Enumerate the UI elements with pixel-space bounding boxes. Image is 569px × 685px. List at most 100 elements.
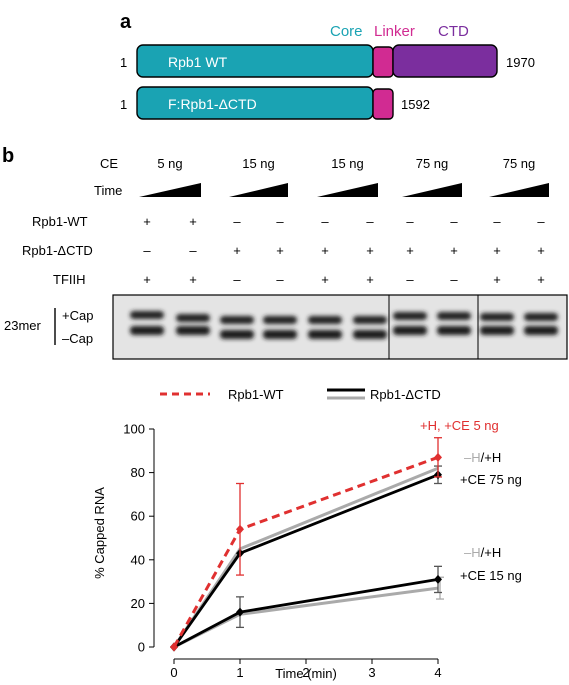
- legend-wt-label: Rpb1-WT: [228, 387, 284, 402]
- gel-band-cap-minus-10: [524, 326, 558, 335]
- lane-sign-tfiih-1: +: [143, 272, 151, 287]
- gel-cap-minus-label: –Cap: [62, 331, 93, 346]
- gel-band-cap-plus-3: [220, 316, 254, 324]
- lane-sign-dctd-2: –: [189, 243, 197, 258]
- y-axis-title: % Capped RNA: [92, 487, 107, 579]
- gel-band-cap-minus-2: [176, 326, 210, 335]
- lane-sign-tfiih-4: –: [276, 272, 284, 287]
- x-axis-title: Time (min): [275, 666, 337, 681]
- construct-wt: 1 Rpb1 WT 1970: [120, 44, 535, 78]
- gel-band-cap-minus-7: [393, 326, 427, 335]
- lane-sign-dctd-10: +: [537, 243, 545, 258]
- x-tick-label-2: 2: [302, 665, 309, 680]
- lane-sign-dctd-7: +: [406, 243, 414, 258]
- gel-band-cap-plus-10: [524, 313, 558, 321]
- lane-sign-dctd-9: +: [493, 243, 501, 258]
- lane-signs: + + – – – – – – – – – – + + + + + + + + + + – – + + – – + +: [143, 214, 545, 287]
- lane-sign-tfiih-9: +: [493, 272, 501, 287]
- gel-size-label: 23mer: [4, 318, 42, 333]
- gel-cap-plus-label: +Cap: [62, 308, 93, 323]
- gel-band-cap-minus-9: [480, 326, 514, 335]
- gel-band-cap-plus-2: [176, 314, 210, 322]
- lane-sign-wt-6: –: [366, 214, 374, 229]
- data-point-5-2: [236, 607, 244, 617]
- annotation-ce15-h: –H/+H: [464, 545, 501, 560]
- gel-band-cap-minus-4: [263, 330, 297, 339]
- gel-band-cap-minus-1: [130, 326, 164, 335]
- ce-amount-labels: 5 ng 15 ng 15 ng 75 ng 75 ng: [157, 156, 535, 171]
- annotation-ce75-minus-h: –H: [464, 450, 481, 465]
- ce-amount-1: 5 ng: [157, 156, 182, 171]
- y-tick-label-0: 0: [138, 640, 145, 655]
- data-point-5-3: [434, 574, 442, 584]
- row-label-tfiih: TFIIH: [53, 272, 86, 287]
- y-tick-label-80: 80: [131, 465, 145, 480]
- series-line-2: [172, 466, 439, 648]
- gel-band-cap-plus-4: [263, 316, 297, 324]
- panel-b-label: b: [2, 145, 14, 167]
- lane-sign-tfiih-6: +: [366, 272, 374, 287]
- legend: Rpb1-WT Rpb1-ΔCTD: [160, 387, 441, 402]
- chart-axes: 0 20 40 60 80 100 0 1 2 3 4: [123, 422, 441, 681]
- x-tick-label-3: 3: [368, 665, 375, 680]
- core-domain-label: Core: [330, 23, 363, 40]
- ce-amount-4: 75 ng: [416, 156, 449, 171]
- time-wedge-2: [229, 183, 288, 197]
- lane-sign-wt-8: –: [450, 214, 458, 229]
- gel-band-cap-plus-6: [353, 316, 387, 324]
- line-chart: 0 20 40 60 80 100 0 1 2 3 4 Time (min) % Capped RN…: [92, 418, 522, 681]
- series-line-4: [173, 586, 439, 649]
- lane-sign-dctd-3: +: [233, 243, 241, 258]
- ce-amount-2: 15 ng: [242, 156, 275, 171]
- gel-band-cap-minus-8: [437, 326, 471, 335]
- lane-sign-tfiih-2: +: [189, 272, 197, 287]
- panel-b: b CE Time Rpb1-WT Rpb1-ΔCTD TFIIH 5 ng 15…: [2, 145, 568, 360]
- annotation-ce15-slash-h: /+H: [481, 545, 502, 560]
- gel-band-cap-plus-7: [393, 312, 427, 320]
- time-wedge-4: [402, 183, 462, 197]
- x-tick-label-4: 4: [434, 665, 441, 680]
- lane-sign-wt-10: –: [537, 214, 545, 229]
- lane-sign-wt-9: –: [493, 214, 501, 229]
- x-tick-label-1: 1: [236, 665, 243, 680]
- lane-sign-tfiih-5: +: [321, 272, 329, 287]
- construct-wt-start: 1: [120, 55, 127, 70]
- linker-domain-label: Linker: [374, 23, 415, 40]
- y-tick-label-100: 100: [123, 422, 145, 437]
- construct-dctd-start: 1: [120, 97, 127, 112]
- data-point-1-1: [170, 642, 178, 652]
- lane-sign-dctd-1: –: [143, 243, 151, 258]
- panel-a: a Core Linker CTD 1 Rpb1 WT 1970 1 F:Rpb…: [120, 11, 535, 120]
- series-5: [170, 565, 442, 652]
- time-wedge-5: [489, 183, 549, 197]
- row-label-wt: Rpb1-WT: [32, 214, 88, 229]
- y-tick-label-60: 60: [131, 509, 145, 524]
- row-label-dctd: Rpb1-ΔCTD: [22, 243, 93, 258]
- lane-sign-dctd-8: +: [450, 243, 458, 258]
- lane-sign-wt-3: –: [233, 214, 241, 229]
- construct-dctd-end: 1592: [401, 97, 430, 112]
- series-line-3: [172, 473, 439, 648]
- lane-sign-wt-5: –: [321, 214, 329, 229]
- chart-series: [170, 437, 444, 652]
- ctd-domain-wt: [392, 44, 498, 78]
- lane-sign-dctd-5: +: [321, 243, 329, 258]
- gel-band-cap-minus-5: [308, 330, 342, 339]
- annotation-ce75-slash-h: /+H: [481, 450, 502, 465]
- lane-sign-tfiih-3: –: [233, 272, 241, 287]
- gel-band-cap-minus-3: [220, 330, 254, 339]
- annotation-ce15-minus-h: –H: [464, 545, 481, 560]
- x-tick-label-0: 0: [170, 665, 177, 680]
- lane-sign-wt-2: +: [189, 214, 197, 229]
- gel-band-cap-plus-5: [308, 316, 342, 324]
- gel-band-cap-minus-6: [353, 330, 387, 339]
- gel-band-cap-plus-1: [130, 311, 164, 319]
- data-point-1-2: [236, 524, 244, 534]
- construct-wt-name: Rpb1 WT: [168, 54, 228, 70]
- annotation-ce75-ce: +CE 75 ng: [460, 472, 522, 487]
- lane-sign-wt-4: –: [276, 214, 284, 229]
- lane-sign-tfiih-8: –: [450, 272, 458, 287]
- lane-sign-wt-7: –: [406, 214, 414, 229]
- gel-image: [112, 294, 568, 360]
